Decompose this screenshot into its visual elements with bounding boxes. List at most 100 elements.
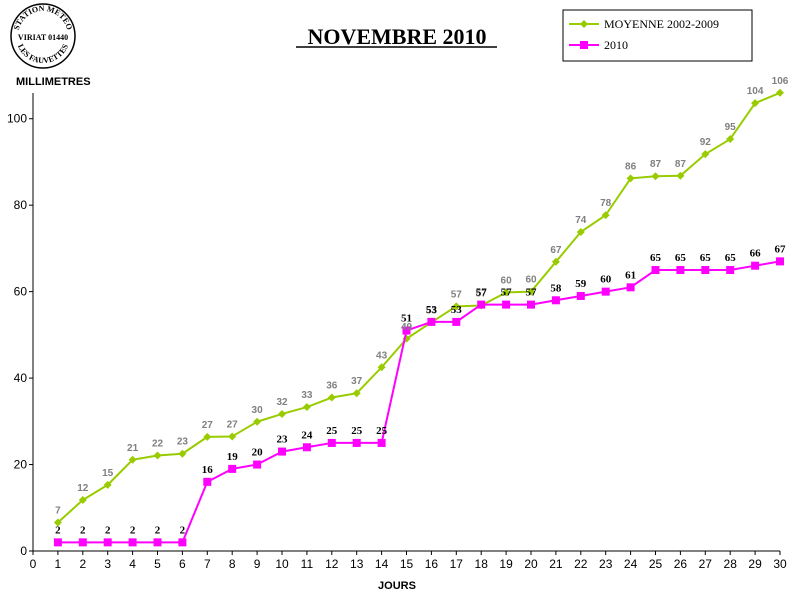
x-tick-label: 22 xyxy=(574,557,588,571)
y-tick-label: 100 xyxy=(7,112,27,126)
data-point-2010 xyxy=(751,261,760,270)
data-point-moyenne xyxy=(327,393,336,402)
data-point-2010 xyxy=(576,291,585,300)
data-label-moyenne: 67 xyxy=(550,245,562,256)
data-point-2010 xyxy=(402,326,411,335)
data-label-moyenne: 95 xyxy=(725,122,737,133)
data-point-2010 xyxy=(128,538,137,547)
data-label-2010: 25 xyxy=(376,425,388,437)
series-layer xyxy=(53,88,784,547)
x-tick-label: 14 xyxy=(375,557,389,571)
data-label-moyenne: 57 xyxy=(451,289,463,300)
x-tick-label: 17 xyxy=(450,557,464,571)
data-point-2010 xyxy=(651,266,660,275)
data-label-2010: 57 xyxy=(476,287,488,299)
x-tick-label: 28 xyxy=(724,557,738,571)
x-tick-label: 30 xyxy=(773,557,787,571)
data-point-2010 xyxy=(278,447,286,456)
data-point-2010 xyxy=(527,300,535,309)
data-point-2010 xyxy=(726,266,735,275)
x-tick-label: 25 xyxy=(649,557,663,571)
data-label-2010: 65 xyxy=(725,252,737,264)
data-point-2010 xyxy=(452,317,461,326)
data-label-2010: 2 xyxy=(155,524,161,536)
data-point-moyenne xyxy=(352,389,361,398)
data-label-moyenne: 21 xyxy=(127,443,139,454)
data-label-2010: 57 xyxy=(526,287,538,299)
x-tick-label: 13 xyxy=(350,557,364,571)
data-label-moyenne: 37 xyxy=(351,376,363,387)
x-tick-label: 8 xyxy=(229,557,236,571)
x-tick-label: 12 xyxy=(325,557,339,571)
data-label-moyenne: 32 xyxy=(276,397,288,408)
data-label-2010: 19 xyxy=(227,451,239,463)
y-tick-label: 60 xyxy=(14,285,28,299)
data-label-2010: 59 xyxy=(575,278,587,290)
data-label-moyenne: 7 xyxy=(55,505,61,516)
data-label-2010: 58 xyxy=(550,282,562,294)
data-point-2010 xyxy=(302,443,311,452)
data-point-moyenne xyxy=(153,451,162,460)
x-tick-label: 21 xyxy=(549,557,563,571)
data-point-moyenne xyxy=(626,174,635,183)
data-label-2010: 25 xyxy=(351,425,363,437)
data-label-moyenne: 104 xyxy=(747,86,764,97)
data-point-moyenne xyxy=(776,88,784,97)
data-point-moyenne xyxy=(502,288,511,297)
data-label-2010: 20 xyxy=(252,447,264,459)
y-tick-label: 20 xyxy=(14,458,28,472)
data-label-2010: 53 xyxy=(451,304,463,316)
data-point-moyenne xyxy=(278,409,286,418)
x-tick-label: 20 xyxy=(524,557,538,571)
data-point-moyenne xyxy=(751,99,760,108)
x-tick-label: 26 xyxy=(674,557,688,571)
y-tick-label: 80 xyxy=(14,198,28,212)
chart-title: NOVEMBRE 2010 xyxy=(307,24,486,49)
x-tick-label: 0 xyxy=(30,557,37,571)
y-tick-label: 40 xyxy=(14,371,28,385)
data-point-2010 xyxy=(178,538,187,547)
legend-box xyxy=(562,9,753,62)
x-tick-label: 16 xyxy=(425,557,439,571)
series-line-moyenne xyxy=(57,91,781,524)
data-point-moyenne xyxy=(253,417,262,426)
data-label-moyenne: 22 xyxy=(152,438,164,449)
data-point-moyenne xyxy=(452,302,461,311)
legend: MOYENNE 2002-2009 2010 xyxy=(562,9,753,62)
data-point-2010 xyxy=(103,538,112,547)
data-label-moyenne: 30 xyxy=(252,405,264,416)
x-tick-label: 19 xyxy=(499,557,513,571)
data-label-2010: 66 xyxy=(750,248,762,260)
x-tick-label: 27 xyxy=(699,557,713,571)
y-tick-label: 0 xyxy=(20,544,27,558)
x-tick-label: 2 xyxy=(79,557,86,571)
x-tick-label: 7 xyxy=(204,557,211,571)
data-point-moyenne xyxy=(78,495,87,504)
data-label-moyenne: 15 xyxy=(102,468,114,479)
data-label-moyenne: 53 xyxy=(426,305,438,316)
data-label-moyenne: 33 xyxy=(301,390,313,401)
data-point-2010 xyxy=(253,460,262,469)
data-point-moyenne xyxy=(53,518,62,527)
data-label-2010: 60 xyxy=(600,274,612,286)
data-label-moyenne: 60 xyxy=(525,275,537,286)
data-point-moyenne xyxy=(103,480,112,489)
data-point-2010 xyxy=(776,257,784,266)
data-label-2010: 2 xyxy=(55,524,61,536)
y-axis-label: MILLIMETRES xyxy=(16,76,91,88)
data-point-2010 xyxy=(477,300,486,309)
data-point-2010 xyxy=(377,438,386,447)
data-label-moyenne: 27 xyxy=(227,419,239,430)
data-label-moyenne: 86 xyxy=(625,161,637,172)
data-point-2010 xyxy=(53,538,62,547)
legend-marker-moyenne xyxy=(580,20,588,28)
data-point-2010 xyxy=(203,477,212,486)
data-point-2010 xyxy=(701,266,710,275)
data-label-moyenne: 49 xyxy=(401,322,413,333)
x-tick-label: 15 xyxy=(400,557,414,571)
x-tick-label: 4 xyxy=(129,557,136,571)
data-label-2010: 2 xyxy=(180,524,186,536)
